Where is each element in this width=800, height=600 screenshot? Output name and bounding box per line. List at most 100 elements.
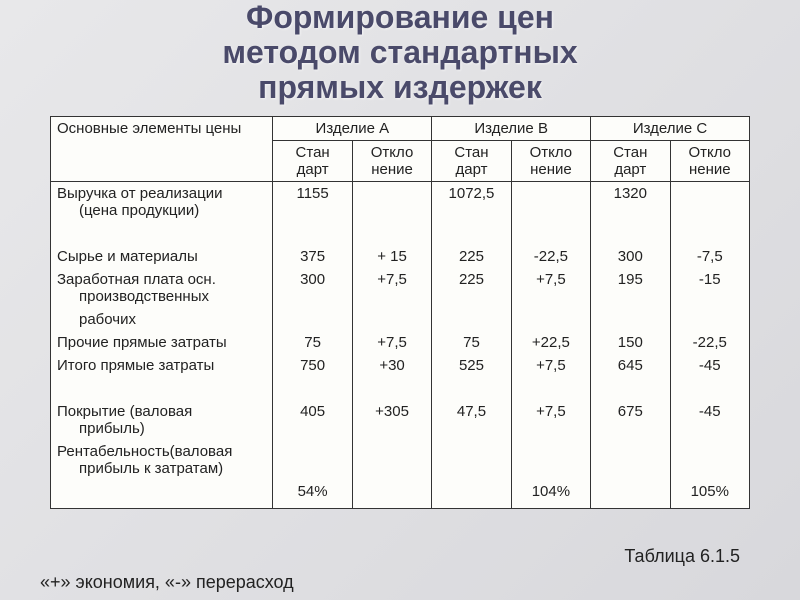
cell-a_s: 1155	[273, 181, 352, 222]
cell-b_d: +7,5	[511, 268, 590, 308]
cell-c_s	[591, 480, 670, 509]
cell-b_d	[511, 308, 590, 331]
cell-c_d	[670, 181, 749, 222]
col-b-dev: Отклонение	[511, 140, 590, 181]
row-label: Итого прямые затраты	[51, 354, 273, 377]
cell-a_s: 54%	[273, 480, 352, 509]
table-row: Прочие прямые затраты75+7,575+22,5150-22…	[51, 331, 750, 354]
row-label	[51, 222, 273, 245]
table-row: Сырье и материалы375+ 15225-22,5300-7,5	[51, 245, 750, 268]
row-label: Заработная плата осн.производственных	[51, 268, 273, 308]
cell-b_d: +7,5	[511, 354, 590, 377]
cell-a_s: 75	[273, 331, 352, 354]
title-line2: методом стандартных	[222, 34, 577, 70]
cell-c_s: 300	[591, 245, 670, 268]
cell-c_d: -15	[670, 268, 749, 308]
cell-a_d	[352, 377, 431, 400]
table-row: Итого прямые затраты750+30525+7,5645-45	[51, 354, 750, 377]
col-b-std: Стандарт	[432, 140, 511, 181]
cell-a_s	[273, 377, 352, 400]
row-label: Сырье и материалы	[51, 245, 273, 268]
table-row	[51, 222, 750, 245]
cell-a_s: 750	[273, 354, 352, 377]
header-row-1: Основные элементы цены Изделие А Изделие…	[51, 116, 750, 140]
cell-c_d	[670, 377, 749, 400]
table-row: Заработная плата осн.производственных300…	[51, 268, 750, 308]
cell-a_d	[352, 480, 431, 509]
cell-b_s: 525	[432, 354, 511, 377]
table-row: Рентабельность(валоваяприбыль к затратам…	[51, 440, 750, 480]
cell-a_s: 300	[273, 268, 352, 308]
cell-a_d: +305	[352, 400, 431, 440]
table-row	[51, 377, 750, 400]
col-product-b: Изделие В	[432, 116, 591, 140]
cell-a_s	[273, 440, 352, 480]
cell-c_d: -45	[670, 400, 749, 440]
cell-c_d	[670, 308, 749, 331]
cell-c_d: -45	[670, 354, 749, 377]
table-row: 54% 104% 105%	[51, 480, 750, 509]
cell-b_s	[432, 222, 511, 245]
cell-c_s: 150	[591, 331, 670, 354]
cell-a_d	[352, 440, 431, 480]
cell-b_s	[432, 480, 511, 509]
cell-a_d	[352, 222, 431, 245]
cell-b_s	[432, 377, 511, 400]
cell-b_s: 1072,5	[432, 181, 511, 222]
cell-c_s	[591, 440, 670, 480]
cell-a_d: +7,5	[352, 268, 431, 308]
cell-b_s: 47,5	[432, 400, 511, 440]
row-label: Рентабельность(валоваяприбыль к затратам…	[51, 440, 273, 480]
table-body: Выручка от реализации(цена продукции)115…	[51, 181, 750, 508]
cell-a_s: 405	[273, 400, 352, 440]
table-number: Таблица 6.1.5	[624, 546, 740, 567]
cell-b_d	[511, 440, 590, 480]
cell-c_d: -7,5	[670, 245, 749, 268]
col-a-std: Стандарт	[273, 140, 352, 181]
col-product-c: Изделие С	[591, 116, 750, 140]
cost-table: Основные элементы цены Изделие А Изделие…	[50, 116, 750, 509]
row-label: Выручка от реализации(цена продукции)	[51, 181, 273, 222]
cell-c_d: 105%	[670, 480, 749, 509]
row-label: Прочие прямые затраты	[51, 331, 273, 354]
cell-b_s: 225	[432, 245, 511, 268]
cell-b_d	[511, 181, 590, 222]
table-row: Покрытие (валоваяприбыль)405+30547,5+7,5…	[51, 400, 750, 440]
cell-b_d: +7,5	[511, 400, 590, 440]
row-label	[51, 377, 273, 400]
cell-c_s	[591, 308, 670, 331]
cell-c_s: 195	[591, 268, 670, 308]
col-a-dev: Отклонение	[352, 140, 431, 181]
cell-c_d: -22,5	[670, 331, 749, 354]
col-c-std: Стандарт	[591, 140, 670, 181]
col-elements: Основные элементы цены	[51, 116, 273, 181]
cell-b_d: 104%	[511, 480, 590, 509]
cell-b_s: 225	[432, 268, 511, 308]
cell-a_d	[352, 308, 431, 331]
cell-a_d: +7,5	[352, 331, 431, 354]
cell-a_s	[273, 308, 352, 331]
cell-c_s	[591, 377, 670, 400]
cell-b_d: -22,5	[511, 245, 590, 268]
row-label: Покрытие (валоваяприбыль)	[51, 400, 273, 440]
table-row: Выручка от реализации(цена продукции)115…	[51, 181, 750, 222]
cell-c_d	[670, 222, 749, 245]
cell-a_s	[273, 222, 352, 245]
cell-c_s: 1320	[591, 181, 670, 222]
cell-b_d	[511, 377, 590, 400]
cell-c_s: 645	[591, 354, 670, 377]
cell-b_s	[432, 308, 511, 331]
row-label: рабочих	[51, 308, 273, 331]
col-product-a: Изделие А	[273, 116, 432, 140]
title-line3: прямых издержек	[258, 69, 542, 105]
row-label	[51, 480, 273, 509]
cell-b_s	[432, 440, 511, 480]
table-row: рабочих	[51, 308, 750, 331]
cell-a_d: +30	[352, 354, 431, 377]
cell-c_s: 675	[591, 400, 670, 440]
cell-a_d	[352, 181, 431, 222]
cell-a_d: + 15	[352, 245, 431, 268]
title-line1: Формирование цен	[246, 0, 554, 35]
cell-b_s: 75	[432, 331, 511, 354]
cell-b_d	[511, 222, 590, 245]
